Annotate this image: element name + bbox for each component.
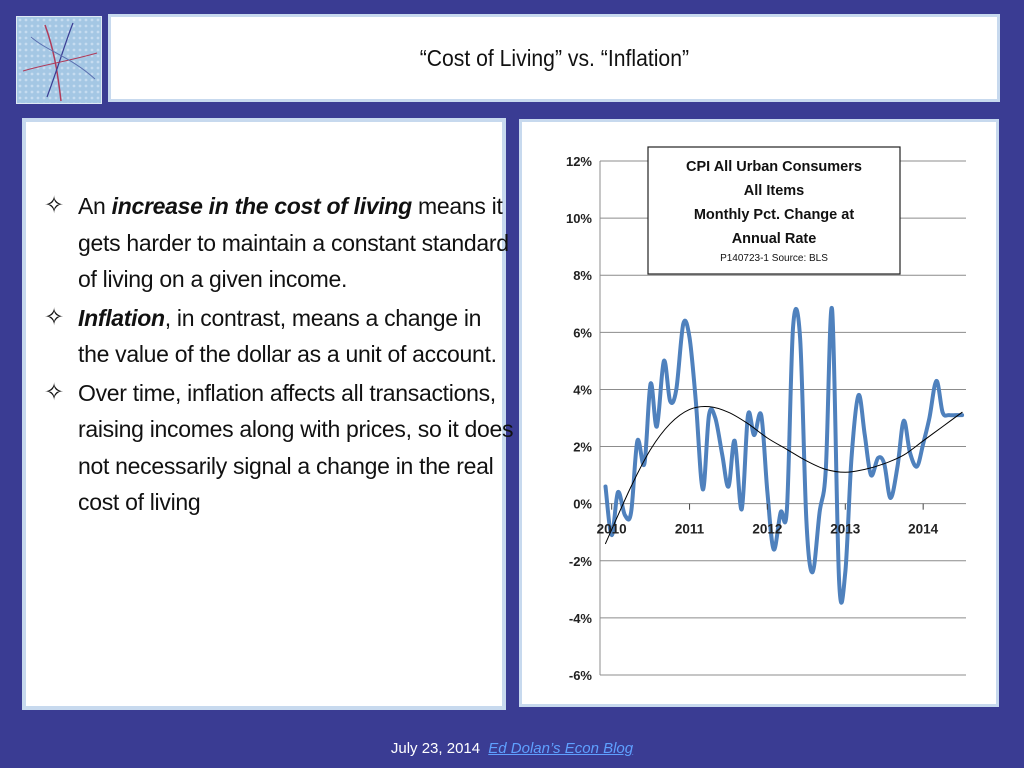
bullet-text: , in contrast, means a change in the val… <box>78 304 497 368</box>
bullet-text: Over time, inflation affects all transac… <box>78 379 514 516</box>
y-tick-label: 2% <box>573 440 592 455</box>
y-tick-label: 12% <box>566 154 592 169</box>
y-tick-label: 6% <box>573 325 592 340</box>
y-tick-label: 8% <box>573 268 592 283</box>
y-tick-label: -6% <box>569 668 593 683</box>
blog-link[interactable]: Ed Dolan’s Econ Blog <box>488 740 634 757</box>
star-bullet-icon: ✧ <box>44 378 64 406</box>
chart-title-box: CPI All Urban Consumers All Items Monthl… <box>647 146 901 275</box>
bullet-emphasis: increase in the cost of living <box>111 193 413 219</box>
chart-title-line: All Items <box>744 183 804 199</box>
cpi-chart: 12%10%8%6%4%2%0%-2%-4%-6% 2010 2011 2012 20… <box>566 146 966 683</box>
monthly-series-line <box>603 305 965 605</box>
chart-source: P140723-1 Source: BLS <box>720 253 828 264</box>
bullet-item: ✧ An increase in the cost of living mean… <box>44 188 514 298</box>
bullet-item: ✧ Inflation, in contrast, means a change… <box>44 300 514 373</box>
x-tick-label: 2012 <box>752 522 782 537</box>
x-tick-label: 2014 <box>908 522 939 537</box>
x-tick-label: 2013 <box>830 522 861 537</box>
y-tick-label: -2% <box>569 554 593 569</box>
y-tick-label: -4% <box>569 611 593 626</box>
text-panel: ✧ An increase in the cost of living mean… <box>22 118 514 710</box>
x-tick-label: 2011 <box>675 522 705 537</box>
logo-graphic <box>17 17 101 103</box>
bullet-item: ✧ Over time, inflation affects all trans… <box>44 375 514 521</box>
chart-title-line: Annual Rate <box>732 231 817 247</box>
x-tick-label: 2010 <box>597 522 627 537</box>
bullet-prefix: An <box>78 193 112 219</box>
bullet-emphasis: Inflation <box>78 304 165 331</box>
blog-logo <box>16 16 102 104</box>
y-tick-labels: 12% 10% 8% 6% 4% 2% 0% -2% -4% -6% <box>566 154 592 683</box>
trend-series-line <box>605 405 963 545</box>
series-lines <box>603 305 965 605</box>
slide-title: “Cost of Living” vs. “Inflation” <box>419 44 689 71</box>
footer-date: July 23, 2014 <box>390 740 481 757</box>
y-tick-label: 0% <box>573 497 592 512</box>
chart-panel: 12% 10% 8% 6% 4% 2% 0% -2% -4% -6% 2010 2011 2012 20… <box>519 119 999 707</box>
bullet-text: means it gets harder to maintain a const… <box>78 193 509 292</box>
x-tick-labels: 2010 2011 2012 2013 2014 <box>597 503 939 537</box>
y-tick-label: 10% <box>566 211 592 226</box>
bullet-list: ✧ An increase in the cost of living mean… <box>44 188 514 523</box>
chart-title-line: Monthly Pct. Change at <box>694 207 854 223</box>
y-tick-label: 4% <box>573 382 592 397</box>
title-box: “Cost of Living” vs. “Inflation” <box>108 14 1000 102</box>
chart-title-line: CPI All Urban Consumers <box>686 159 862 175</box>
footer: July 23, 2014 Ed Dolan’s Econ Blog <box>0 740 1024 757</box>
star-bullet-icon: ✧ <box>44 303 64 331</box>
star-bullet-icon: ✧ <box>44 192 64 219</box>
